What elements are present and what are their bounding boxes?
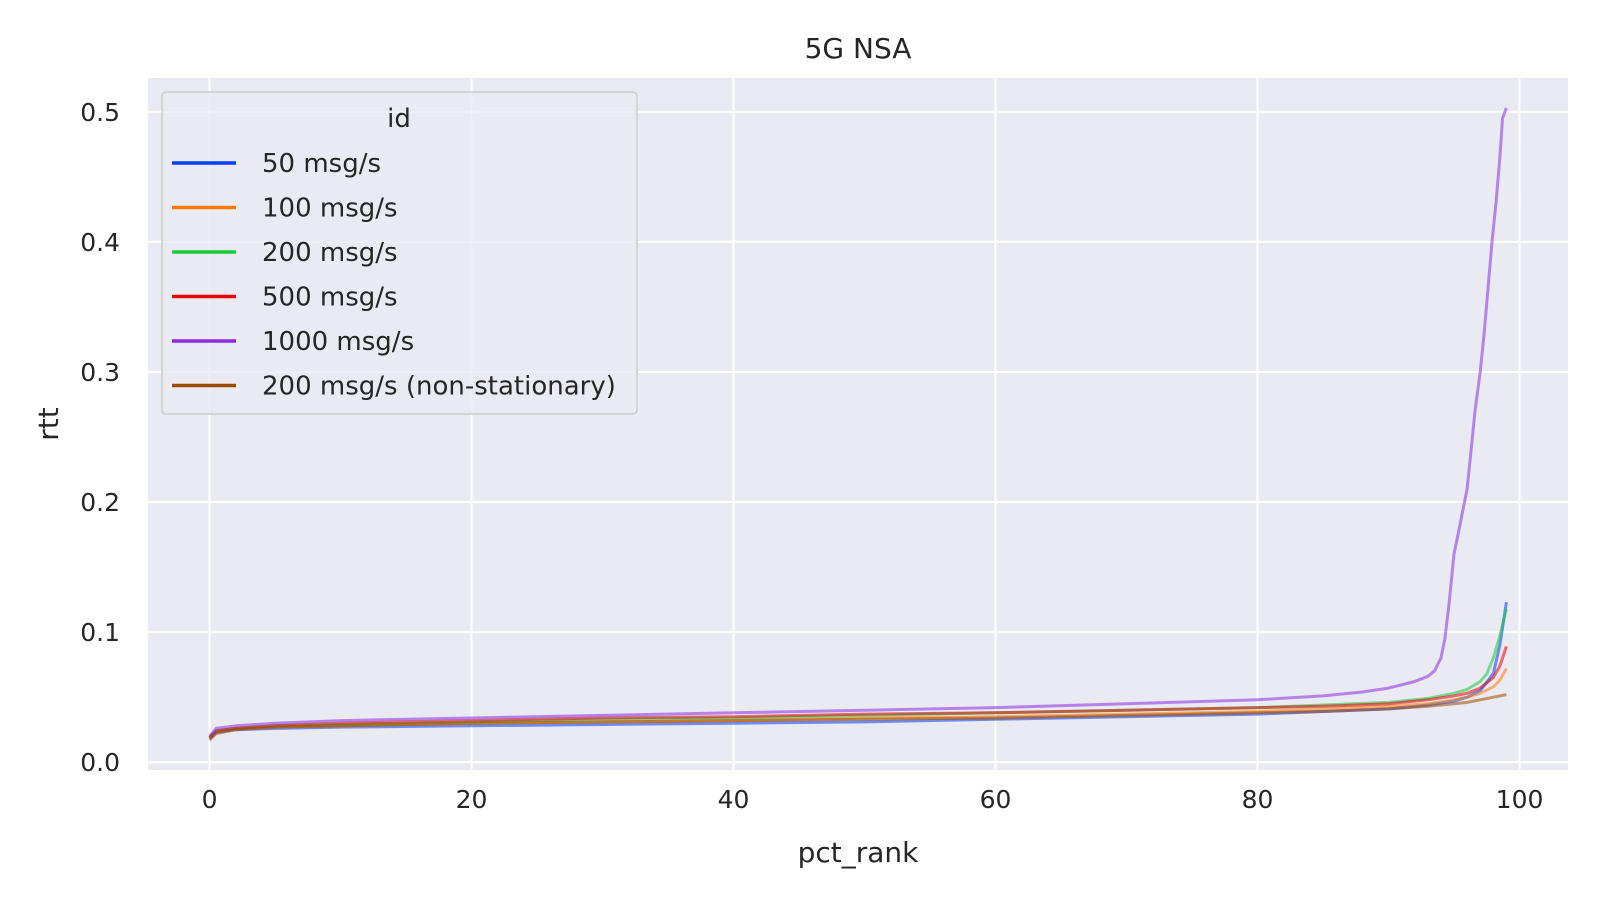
y-axis-label: rtt xyxy=(32,407,65,440)
legend-label-4: 1000 msg/s xyxy=(262,327,414,357)
ticks-layer: 0 20 40 60 80 100 0.0 0.1 0.2 0.3 0.4 0.5 xyxy=(80,98,1543,814)
grid-layer xyxy=(148,78,1568,770)
series-line-3 xyxy=(208,645,1508,739)
x-tick-label: 60 xyxy=(980,785,1012,814)
legend-label-1: 100 msg/s xyxy=(262,194,398,224)
x-tick-label: 40 xyxy=(718,785,750,814)
series-line-5 xyxy=(208,693,1507,742)
legend-title: id xyxy=(387,104,411,134)
series-line-4 xyxy=(208,107,1508,738)
legend-label-2: 200 msg/s xyxy=(262,238,398,268)
y-tick-label: 0.1 xyxy=(80,618,120,647)
chart-title: 5G NSA xyxy=(805,32,912,65)
y-tick-label: 0.4 xyxy=(80,228,120,257)
y-tick-label: 0.0 xyxy=(80,748,120,777)
x-axis-label: pct_rank xyxy=(798,836,920,869)
legend-label-5: 200 msg/s (non-stationary) xyxy=(262,372,616,402)
x-tick-label: 80 xyxy=(1242,785,1274,814)
x-tick-label: 20 xyxy=(456,785,488,814)
y-tick-label: 0.2 xyxy=(80,488,120,517)
y-tick-label: 0.5 xyxy=(80,98,120,127)
legend: id 50 msg/s 100 msg/s 200 msg/s 500 msg/s 10… xyxy=(161,91,638,415)
series-layer xyxy=(208,107,1508,742)
x-tick-label: 0 xyxy=(202,785,218,814)
y-tick-label: 0.3 xyxy=(80,358,120,387)
legend-box xyxy=(161,91,638,415)
x-tick-label: 100 xyxy=(1496,785,1544,814)
legend-label-0: 50 msg/s xyxy=(262,149,381,179)
legend-label-3: 500 msg/s xyxy=(262,283,398,313)
